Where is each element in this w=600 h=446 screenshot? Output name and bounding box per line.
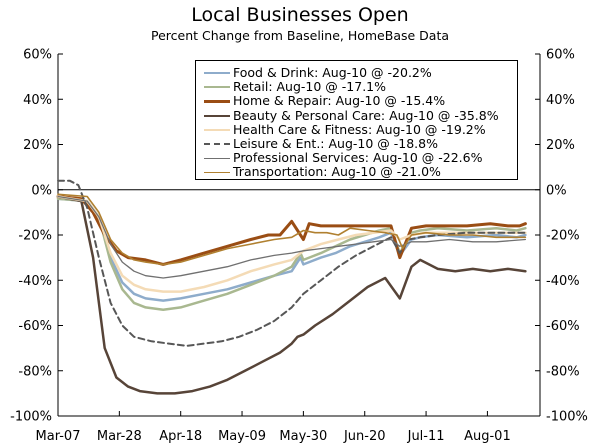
series-layer [56, 179, 527, 395]
chart-title: Local Businesses Open [191, 4, 409, 26]
series-line-1 [56, 197, 527, 302]
legend-swatch [204, 72, 230, 74]
y-tick-label-right: -100% [546, 410, 588, 425]
legend: Food & Drink: Aug-10 @ -20.2% Retail: Aug… [195, 60, 518, 180]
y-tick-label-right: 20% [546, 138, 575, 153]
y-tick-label-right: 0% [546, 183, 567, 198]
legend-item: Health Care & Fitness: Aug-10 @ -19.2% [204, 121, 486, 137]
chart-subtitle: Percent Change from Baseline, HomeBase D… [150, 28, 450, 43]
legend-item: Home & Repair: Aug-10 @ -15.4% [204, 94, 445, 108]
y-tick-label-left: 0% [31, 183, 52, 198]
y-tick-label-right: 40% [546, 93, 575, 108]
series-line-5 [56, 195, 527, 293]
series-line-7 [57, 195, 527, 279]
y-tick-label-left: 40% [23, 93, 52, 108]
y-tick-label-right: -40% [546, 274, 580, 289]
legend-label: Health Care & Fitness: Aug-10 @ -19.2% [233, 121, 486, 137]
legend-item: Beauty & Personal Care: Aug-10 @ -35.8% [204, 107, 499, 123]
y-tick-label-left: -40% [18, 274, 52, 289]
y-tick-label-left: -60% [18, 319, 52, 334]
y-tick-label-left: -20% [18, 229, 52, 244]
x-tick-label: Mar-07 [36, 429, 81, 444]
y-tick-label-right: -80% [546, 364, 580, 379]
legend-item: Food & Drink: Aug-10 @ -20.2% [204, 66, 432, 80]
y-tick-label-left: -80% [18, 364, 52, 379]
y-tick-label-left: 20% [23, 138, 52, 153]
legend-item: Retail: Aug-10 @ -17.1% [204, 80, 386, 94]
legend-item: Leisure & Ent.: Aug-10 @ -18.8% [204, 137, 438, 151]
y-tick-label-right: -60% [546, 319, 580, 334]
legend-label: Beauty & Personal Care: Aug-10 @ -35.8% [233, 107, 499, 123]
legend-label: Leisure & Ent.: Aug-10 @ -18.8% [233, 136, 438, 151]
legend-item: Transportation: Aug-10 @ -21.0% [204, 165, 441, 179]
ticks-layer: 60% 60% 40% 40% 20% 20% 0% 0% -20% -20% -40% -40% -6… [10, 48, 588, 445]
series-line-4 [56, 195, 527, 395]
y-tick-label-left: 60% [23, 48, 52, 63]
y-tick-label-right: 60% [546, 48, 575, 63]
y-tick-label-left: -100% [10, 410, 52, 425]
x-tick-label: May-30 [279, 429, 327, 444]
x-tick-label: Jun-20 [343, 429, 386, 444]
y-tick-label-right: -20% [546, 229, 580, 244]
x-tick-label: Aug-01 [464, 429, 511, 444]
legend-swatch [204, 171, 230, 173]
x-tick-label: Apr-18 [159, 429, 202, 444]
series-line-2 [56, 197, 527, 311]
series-line-3 [56, 195, 527, 266]
legend-label: Home & Repair: Aug-10 @ -15.4% [233, 93, 446, 109]
series-line-6 [57, 179, 527, 347]
legend-label: Food & Drink: Aug-10 @ -20.2% [233, 65, 432, 80]
legend-swatch [204, 157, 230, 159]
legend-label: Retail: Aug-10 @ -17.1% [233, 79, 386, 95]
legend-swatch [204, 99, 230, 103]
x-tick-label: May-09 [218, 429, 266, 444]
legend-label: Professional Services: Aug-10 @ -22.6% [233, 150, 483, 166]
x-tick-label: Mar-28 [97, 429, 142, 444]
legend-swatch [204, 86, 230, 89]
legend-swatch [204, 128, 230, 131]
legend-label: Transportation: Aug-10 @ -21.0% [233, 164, 441, 180]
legend-swatch [204, 114, 230, 117]
legend-swatch [204, 143, 230, 145]
legend-item: Professional Services: Aug-10 @ -22.6% [204, 151, 482, 165]
series-line-8 [57, 193, 527, 266]
x-tick-label: Jul-11 [407, 429, 445, 444]
